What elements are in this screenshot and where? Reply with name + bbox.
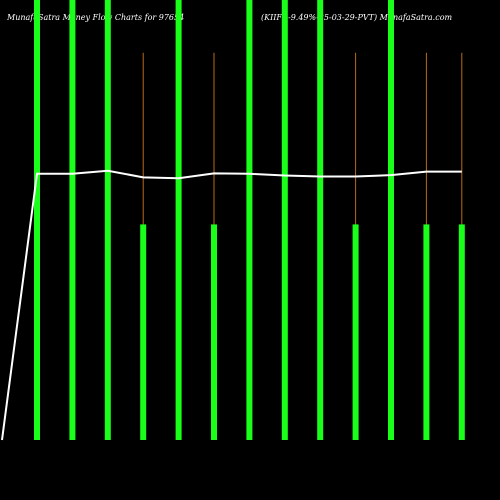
bar-4 [140, 224, 147, 440]
money-flow-line [1, 169, 462, 441]
bar-12 [423, 224, 430, 440]
bar-1 [34, 0, 40, 440]
chart-title-left: MunafaSatra Money Flow Charts for 97654 [7, 13, 185, 22]
chart-title-right: (KIIFB-9.49%-25-03-29-PVT) MunafaSatra.c… [261, 13, 453, 22]
bar-13 [458, 224, 465, 440]
bar-10 [352, 224, 359, 440]
bar-6 [211, 224, 217, 440]
bar-2 [69, 0, 76, 440]
bar-7 [246, 0, 253, 440]
bar-9 [317, 0, 324, 440]
bar-3 [104, 0, 111, 440]
bar-11 [388, 0, 394, 440]
bar-8 [281, 0, 288, 440]
bar-5 [175, 0, 182, 440]
